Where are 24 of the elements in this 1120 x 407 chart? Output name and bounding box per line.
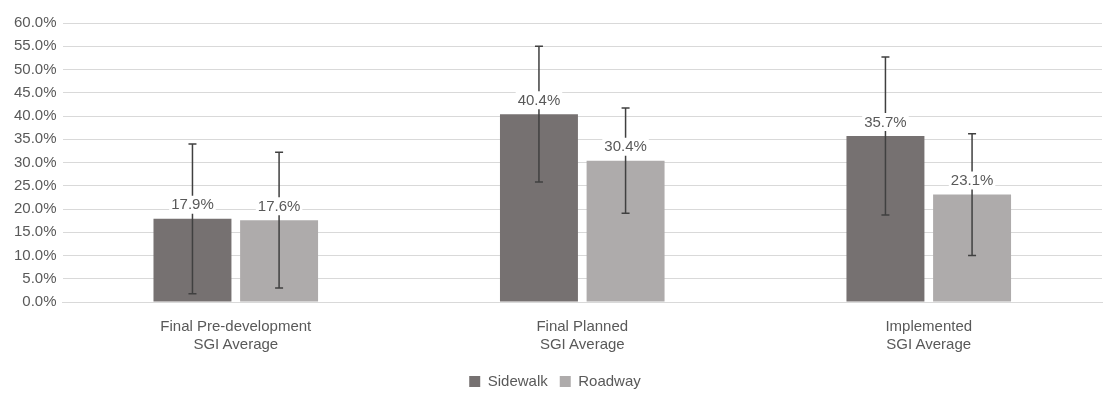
data-label: 17.9% [171, 195, 214, 213]
y-tick-label: 45.0% [13, 82, 57, 100]
y-tick-label: 55.0% [13, 36, 57, 54]
y-tick-label: 10.0% [13, 245, 57, 263]
data-label: 30.4% [604, 137, 647, 155]
y-tick-label: 30.0% [13, 152, 57, 170]
y-tick-label: 0.0% [22, 292, 57, 310]
data-label: 35.7% [864, 112, 907, 130]
y-tick-label: 20.0% [13, 199, 57, 217]
data-label: 40.4% [517, 90, 561, 108]
data-label: 17.6% [257, 196, 301, 214]
y-tick-label: 35.0% [13, 129, 57, 147]
legend-label: Sidewalk [487, 371, 549, 389]
y-tick-label: 25.0% [13, 175, 57, 193]
x-tick-label: Final Planned SGI Average [536, 317, 629, 353]
legend-label: Roadway [578, 371, 642, 389]
y-tick-label: 50.0% [13, 59, 57, 77]
y-tick-label: 15.0% [13, 222, 57, 240]
y-tick-label: 60.0% [13, 13, 57, 31]
y-tick-label: 40.0% [13, 106, 57, 124]
x-tick-label: Final Pre-development SGI Average [160, 317, 313, 353]
data-label: 23.1% [950, 171, 994, 189]
y-tick-label: 5.0% [22, 268, 57, 286]
x-tick-label: Implemented SGI Average [885, 317, 973, 353]
